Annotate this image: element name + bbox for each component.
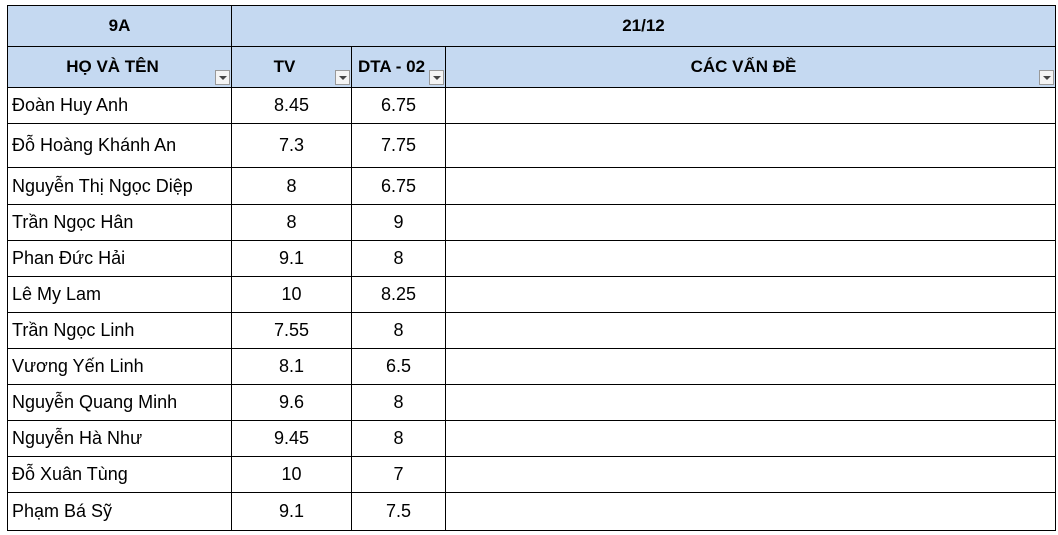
student-name: Phan Đức Hải [7, 241, 232, 277]
notes-cell [446, 124, 1056, 168]
score-cell: 8.1 [232, 349, 352, 385]
score-cell: 6.75 [352, 168, 446, 205]
column-header: HỌ VÀ TÊN [7, 47, 232, 88]
score-cell: 7.75 [352, 124, 446, 168]
class-header: 9A [7, 5, 232, 47]
student-name: Đoàn Huy Anh [7, 88, 232, 124]
student-name: Phạm Bá Sỹ [7, 493, 232, 531]
score-cell: 8 [352, 241, 446, 277]
date-header: 21/12 [232, 5, 1056, 47]
student-name: Đỗ Xuân Tùng [7, 457, 232, 493]
student-name: Nguyễn Thị Ngọc Diệp [7, 168, 232, 205]
filter-button[interactable] [429, 70, 444, 85]
notes-cell [446, 457, 1056, 493]
score-cell: 7 [352, 457, 446, 493]
score-cell: 6.5 [352, 349, 446, 385]
notes-cell [446, 349, 1056, 385]
score-cell: 8 [232, 168, 352, 205]
score-cell: 7.5 [352, 493, 446, 531]
student-name: Đỗ Hoàng Khánh An [7, 124, 232, 168]
notes-cell [446, 88, 1056, 124]
score-cell: 10 [232, 457, 352, 493]
filter-button[interactable] [1039, 70, 1054, 85]
filter-button[interactable] [335, 70, 350, 85]
score-cell: 8.45 [232, 88, 352, 124]
score-cell: 8 [232, 205, 352, 241]
student-name: Vương Yến Linh [7, 349, 232, 385]
score-cell: 9.1 [232, 493, 352, 531]
notes-cell [446, 493, 1056, 531]
student-name: Nguyễn Hà Như [7, 421, 232, 457]
notes-cell [446, 241, 1056, 277]
notes-cell [446, 168, 1056, 205]
notes-cell [446, 277, 1056, 313]
score-cell: 8 [352, 313, 446, 349]
student-name: Trần Ngọc Linh [7, 313, 232, 349]
notes-cell [446, 385, 1056, 421]
score-cell: 7.55 [232, 313, 352, 349]
notes-cell [446, 313, 1056, 349]
score-cell: 8.25 [352, 277, 446, 313]
score-cell: 7.3 [232, 124, 352, 168]
score-cell: 8 [352, 385, 446, 421]
score-cell: 9 [352, 205, 446, 241]
score-cell: 9.45 [232, 421, 352, 457]
column-header: DTA - 02 [352, 47, 446, 88]
column-header: CÁC VẤN ĐỀ [446, 47, 1056, 88]
filter-button[interactable] [215, 70, 230, 85]
column-header: TV [232, 47, 352, 88]
notes-cell [446, 421, 1056, 457]
score-cell: 10 [232, 277, 352, 313]
score-cell: 8 [352, 421, 446, 457]
score-cell: 6.75 [352, 88, 446, 124]
student-name: Lê My Lam [7, 277, 232, 313]
score-cell: 9.1 [232, 241, 352, 277]
score-cell: 9.6 [232, 385, 352, 421]
notes-cell [446, 205, 1056, 241]
student-name: Nguyễn Quang Minh [7, 385, 232, 421]
student-name: Trần Ngọc Hân [7, 205, 232, 241]
